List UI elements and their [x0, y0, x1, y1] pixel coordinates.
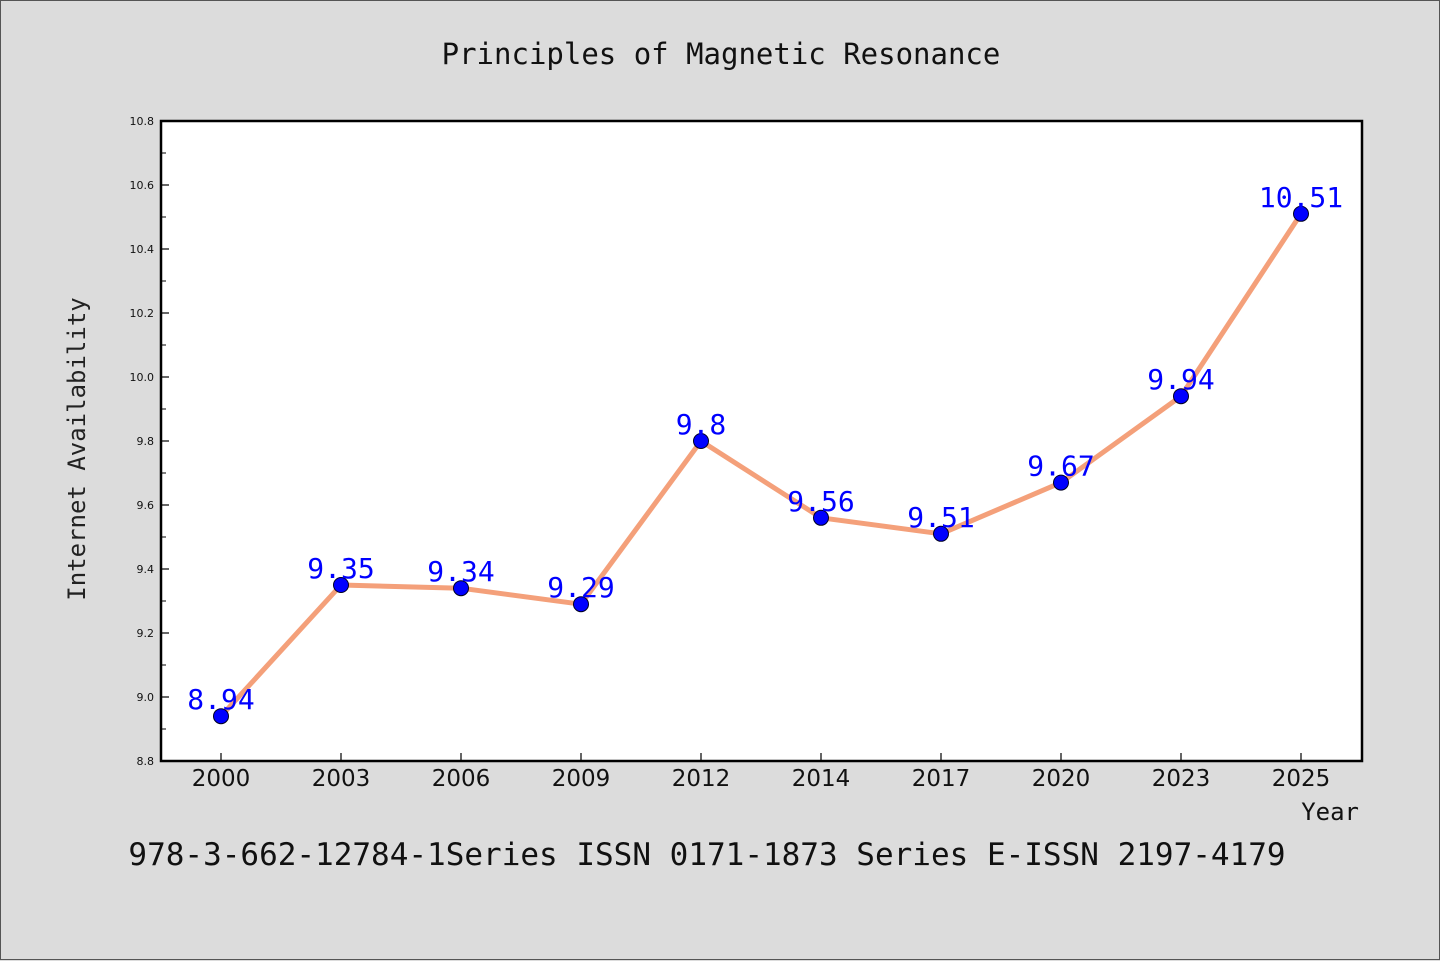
y-tick-label: 9.4 [137, 563, 155, 576]
x-tick-label: 2017 [912, 766, 971, 792]
data-label: 9.94 [1147, 363, 1214, 396]
x-tick-label: 2003 [312, 766, 371, 792]
data-point [333, 577, 349, 593]
data-point [1293, 205, 1309, 222]
data-point [213, 708, 229, 725]
plot-area [159, 119, 1364, 763]
data-point [453, 580, 469, 597]
data-point [693, 433, 709, 449]
y-tick-label: 9.2 [137, 627, 155, 640]
data-point [933, 525, 949, 542]
y-tick-label: 10.8 [130, 115, 155, 128]
series-markers [213, 205, 1309, 725]
data-point [1173, 388, 1189, 405]
y-tick-label: 9.8 [137, 435, 155, 448]
y-tick-label: 9.6 [137, 499, 155, 512]
x-tick-label: 2012 [672, 766, 731, 792]
data-labels: 8.94 9.35 9.34 9.29 9.8 9.56 9.51 9.67 9.94 10.51 [187, 181, 1343, 716]
x-tick-label: 2020 [1032, 766, 1091, 792]
y-tick-label: 8.8 [137, 755, 155, 768]
data-label: 9.34 [427, 555, 494, 588]
data-label: 10.51 [1259, 181, 1343, 214]
data-point [573, 596, 589, 613]
data-label: 8.94 [187, 683, 254, 716]
x-tick-label: 2023 [1152, 766, 1211, 792]
series-line [219, 212, 1304, 718]
data-label: 9.51 [907, 501, 974, 534]
y-tick-label: 10.2 [130, 307, 155, 320]
data-label: 9.67 [1027, 450, 1094, 483]
x-axis-label: Year [1301, 798, 1359, 826]
y-tick-label: 10.0 [130, 371, 155, 384]
footer-isbn-issn: 978-3-662-12784-1Series ISSN 0171-1873 S… [128, 837, 1285, 873]
y-tick-label: 10.6 [130, 179, 155, 192]
data-point [1053, 474, 1069, 491]
data-label: 9.56 [787, 485, 854, 518]
data-label: 9.35 [307, 552, 374, 585]
y-tick-label: 10.4 [130, 243, 155, 256]
data-label: 9.29 [547, 571, 614, 604]
x-tick-label: 2025 [1272, 766, 1331, 792]
x-tick-label: 2009 [552, 766, 611, 792]
y-axis-label: Internet Availability [63, 297, 91, 600]
x-tick-label: 2006 [432, 766, 491, 792]
x-tick-label: 2000 [192, 766, 251, 792]
y-tick-label: 9.0 [137, 691, 155, 704]
chart-title: Principles of Magnetic Resonance [442, 37, 1001, 71]
x-tick-label: 2014 [792, 766, 851, 792]
y-axis: 8.8 9.0 9.2 9.4 9.6 9.8 10.0 10.2 10.4 10.6 10.8 [130, 115, 169, 768]
data-point [813, 509, 829, 526]
data-label: 9.8 [676, 408, 727, 441]
x-axis: 2000 2003 2006 2009 2012 2014 2017 2020 2023 2025 [192, 753, 1331, 792]
